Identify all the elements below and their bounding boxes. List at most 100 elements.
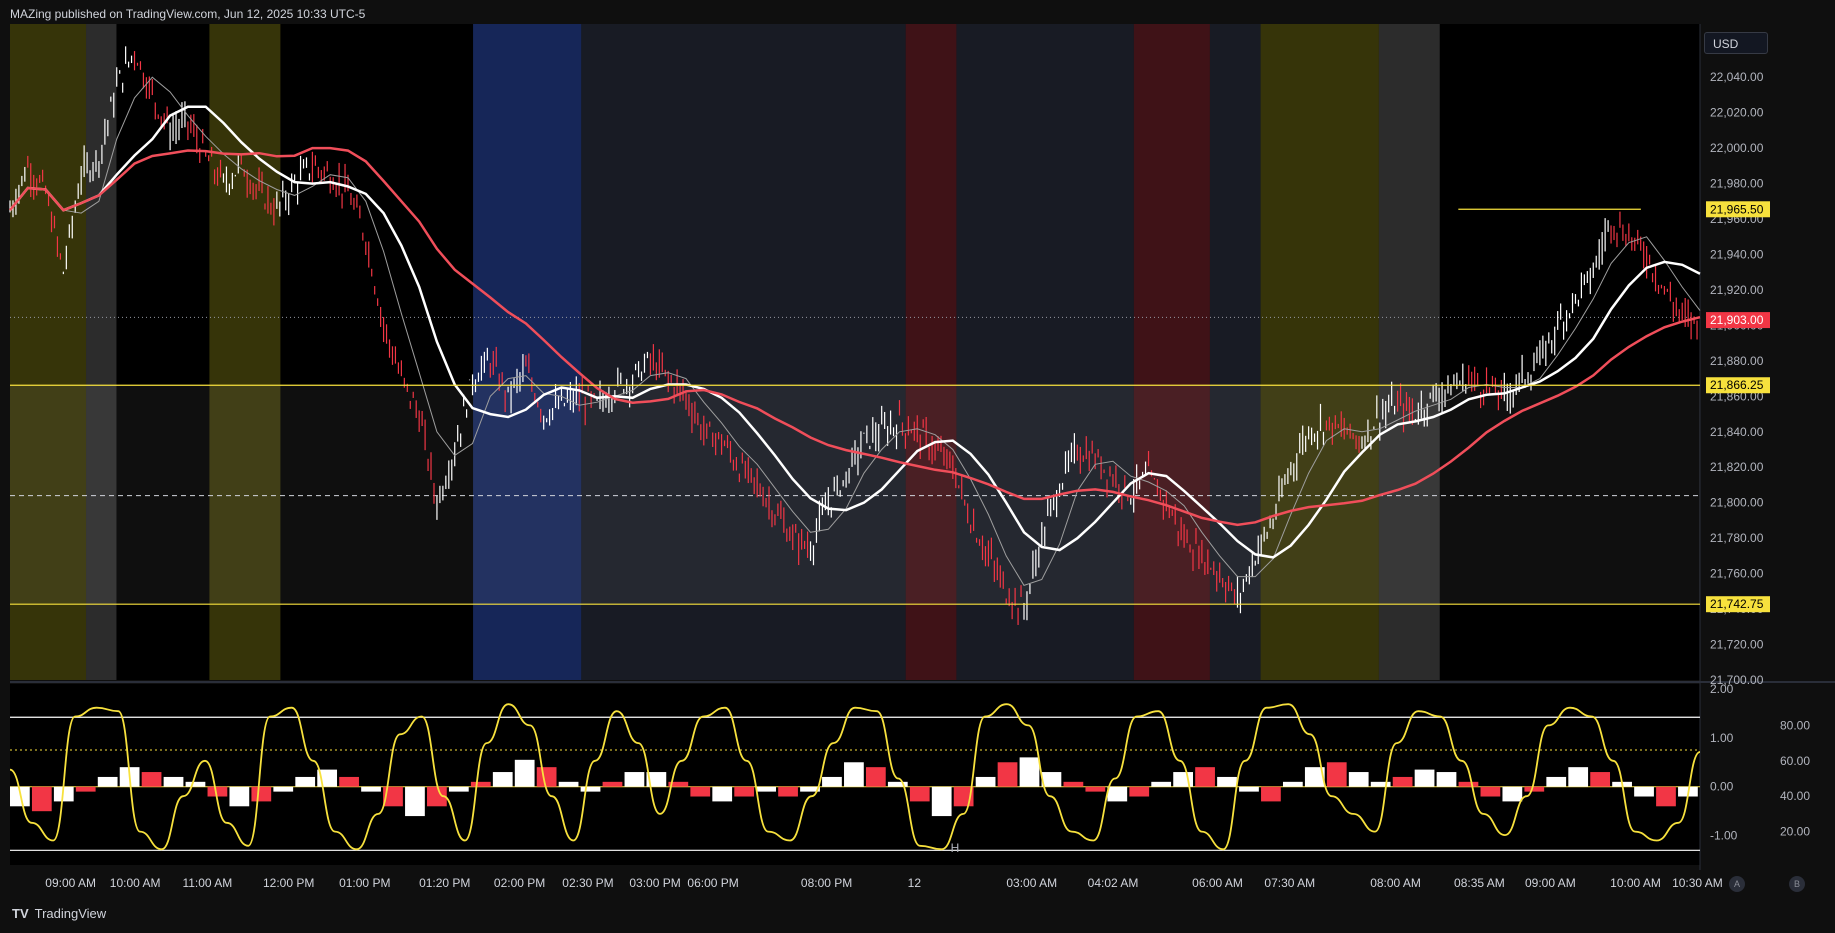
osc-histogram-bar [712,786,733,802]
osc-histogram-bar [295,776,316,787]
osc-histogram-bar [141,772,162,787]
osc-histogram-bar [931,786,952,817]
time-axis-tick: 02:00 PM [494,876,545,890]
time-axis-tick: 03:00 PM [629,876,680,890]
osc-histogram-bar [470,781,491,787]
currency-badge[interactable]: USD [1704,32,1768,54]
session-band [209,24,281,680]
osc-right-axis-tick: 60.00 [1780,754,1810,768]
h-marker: H [951,841,960,855]
osc-histogram-bar [624,772,645,787]
osc-histogram-bar [1634,786,1654,797]
oscillator-line [9,703,1701,851]
red-ma-line [9,146,1701,527]
fast-ma-line [9,76,1701,587]
osc-histogram-bar [690,786,711,797]
osc-histogram-bar [1590,772,1611,787]
log-scale-button[interactable]: B [1789,876,1805,892]
session-band [10,24,87,680]
time-axis-tick: 06:00 PM [687,876,738,890]
price-pane-background [10,24,1700,680]
time-axis-tick: 10:30 AM [1672,876,1723,890]
price-axis-tick: 22,040.00 [1710,70,1764,84]
session-band [473,24,582,680]
osc-histogram-bar [361,786,381,792]
osc-histogram-bar [1370,781,1391,787]
price-axis-tick: 21,940.00 [1710,247,1764,261]
osc-histogram-bar [427,786,447,807]
session-band [86,24,117,680]
price-axis-tick: 21,760.00 [1710,567,1764,581]
tradingview-brand[interactable]: TV TradingView [12,906,106,921]
osc-right-axis-tick: 20.00 [1780,825,1810,839]
time-axis-tick: 07:30 AM [1264,876,1315,890]
osc-histogram-bar [405,786,425,817]
osc-histogram-bar [251,786,272,802]
osc-histogram-bar [1063,781,1084,787]
time-axis-tick: 08:35 AM [1454,876,1505,890]
osc-axis-tick: -1.00 [1710,829,1738,843]
osc-histogram-bar [1085,786,1106,792]
osc-histogram-bar [1129,786,1150,797]
session-band [905,24,957,680]
osc-histogram-bar [844,762,864,787]
osc-right-axis-tick: 40.00 [1780,789,1810,803]
level-price-tag [1706,377,1770,394]
osc-histogram-bar [10,786,30,807]
osc-histogram-bar [1217,776,1237,787]
session-band [581,24,906,680]
time-axis-tick: 01:20 PM [419,876,470,890]
osc-histogram-bar [163,776,184,787]
osc-histogram-bar [602,781,623,787]
price-axis-tick: 21,700.00 [1710,673,1764,687]
time-axis-tick: 04:02 AM [1088,876,1139,890]
time-axis-tick: 12 [908,876,922,890]
osc-histogram-bar [1173,772,1193,787]
osc-histogram-bar [756,786,776,792]
osc-histogram-bar [536,767,557,787]
level-price-label: 21,866.25 [1710,378,1764,392]
osc-histogram-bar [887,781,908,787]
time-axis-tick: 09:00 AM [1525,876,1576,890]
time-axis-tick: 12:00 PM [263,876,314,890]
range-band [10,385,1700,605]
osc-histogram-bar [1502,786,1523,802]
level-price-label: 21,965.50 [1710,202,1764,216]
time-axis-tick: 01:00 PM [339,876,390,890]
time-axis-tick: 10:00 AM [1610,876,1661,890]
time-axis-tick: 03:00 AM [1006,876,1057,890]
osc-histogram-bar [865,767,886,787]
session-band [1133,24,1210,680]
osc-histogram-bar [822,776,842,787]
time-axis-tick: 06:00 AM [1192,876,1243,890]
osc-histogram-bar [1195,767,1215,787]
time-axis-tick: 08:00 AM [1370,876,1421,890]
level-price-tag [1706,596,1770,613]
osc-histogram-bar [1546,776,1567,787]
osc-right-axis-tick: 80.00 [1780,718,1810,732]
osc-axis-tick: 0.00 [1710,780,1734,794]
osc-axis-tick: 2.00 [1710,682,1734,696]
osc-histogram-bar [580,786,601,792]
osc-histogram-bar [1041,772,1062,787]
price-axis-tick: 21,800.00 [1710,496,1764,510]
osc-histogram-bar [1414,769,1435,787]
osc-histogram-bar [668,781,689,787]
level-price-tag [1706,201,1770,218]
price-axis-tick: 21,780.00 [1710,531,1764,545]
osc-histogram-bar [229,786,250,807]
time-axis-tick: 11:00 AM [182,876,232,890]
osc-histogram-bar [997,762,1018,787]
osc-histogram-bar [273,786,294,792]
osc-histogram-bar [909,786,930,802]
osc-histogram-bar [492,772,513,787]
osc-histogram-bar [339,776,359,787]
osc-histogram-bar [1151,781,1172,787]
osc-histogram-bar [1261,786,1281,802]
auto-scale-button[interactable]: A [1729,876,1745,892]
osc-histogram-bar [1458,781,1479,787]
osc-histogram-bar [1304,767,1325,787]
last-price-label: 21,903.00 [1710,313,1764,327]
osc-histogram-bar [514,759,535,787]
